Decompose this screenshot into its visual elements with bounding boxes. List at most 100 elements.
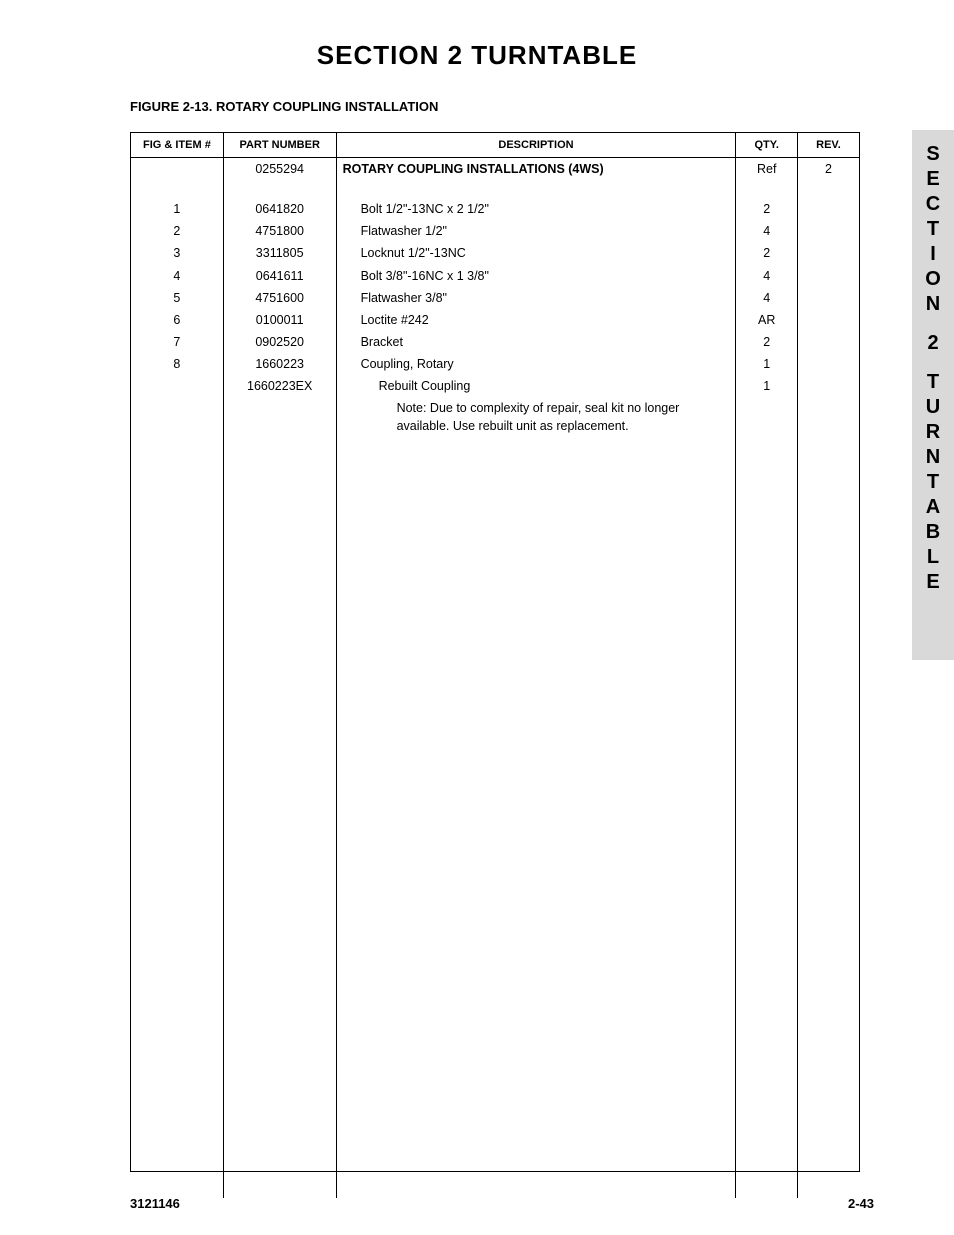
side-tab-letter: 2 xyxy=(927,331,938,356)
table-cell: 4 xyxy=(736,287,798,309)
table-cell: Flatwasher 1/2" xyxy=(336,220,736,242)
side-tab-letter: L xyxy=(927,545,939,570)
table-cell: 4 xyxy=(131,265,223,287)
page: SECTION 2 TURNTABLE FIGURE 2-13. ROTARY … xyxy=(0,0,954,1235)
table-cell xyxy=(797,287,859,309)
table-cell: 5 xyxy=(131,287,223,309)
table-cell: 1660223 xyxy=(223,353,336,375)
table-cell xyxy=(797,397,859,437)
table-cell: 0641611 xyxy=(223,265,336,287)
table-cell: 4 xyxy=(736,265,798,287)
table-row: 1660223EXRebuilt Coupling1 xyxy=(131,375,859,397)
header-part: PART NUMBER xyxy=(223,133,336,158)
side-tab-letter: T xyxy=(927,370,939,395)
table-cell: Flatwasher 3/8" xyxy=(336,287,736,309)
table-cell: Ref xyxy=(736,158,798,181)
header-qty: QTY. xyxy=(736,133,798,158)
table-cell: 0641820 xyxy=(223,198,336,220)
side-tab-letter: I xyxy=(930,242,936,267)
table-filler-row xyxy=(131,438,859,1198)
page-footer: 3121146 2-43 xyxy=(130,1196,874,1211)
table-cell xyxy=(797,309,859,331)
table-cell xyxy=(797,375,859,397)
table-cell xyxy=(797,220,859,242)
table-cell xyxy=(131,397,223,437)
table-cell: 3 xyxy=(131,242,223,264)
table-cell: Rebuilt Coupling xyxy=(336,375,736,397)
table-cell xyxy=(797,198,859,220)
table-cell: 4751800 xyxy=(223,220,336,242)
side-tab-letter: E xyxy=(926,167,939,192)
table-cell: Bracket xyxy=(336,331,736,353)
table-row: 81660223Coupling, Rotary1 xyxy=(131,353,859,375)
table-cell: Bolt 1/2"-13NC x 2 1/2" xyxy=(336,198,736,220)
table-cell: 2 xyxy=(797,158,859,181)
side-tab-letter: B xyxy=(926,520,940,545)
parts-table: FIG & ITEM # PART NUMBER DESCRIPTION QTY… xyxy=(131,133,859,1198)
table-cell xyxy=(797,242,859,264)
table-cell: 4751600 xyxy=(223,287,336,309)
table-cell: 1660223EX xyxy=(223,375,336,397)
table-row: 54751600Flatwasher 3/8"4 xyxy=(131,287,859,309)
table-cell: 2 xyxy=(736,198,798,220)
table-cell: 1 xyxy=(736,353,798,375)
table-row: 33311805Locknut 1/2"-13NC2 xyxy=(131,242,859,264)
side-tab-letter: U xyxy=(926,395,940,420)
parts-table-container: FIG & ITEM # PART NUMBER DESCRIPTION QTY… xyxy=(130,132,860,1172)
table-body: 0255294ROTARY COUPLING INSTALLATIONS (4W… xyxy=(131,158,859,1198)
table-cell: Loctite #242 xyxy=(336,309,736,331)
table-cell: 2 xyxy=(736,242,798,264)
side-tab-letter: O xyxy=(925,267,941,292)
table-cell xyxy=(223,397,336,437)
table-cell: Coupling, Rotary xyxy=(336,353,736,375)
side-tab-letter: T xyxy=(927,217,939,242)
table-row: 0255294ROTARY COUPLING INSTALLATIONS (4W… xyxy=(131,158,859,181)
side-tab-letter: T xyxy=(927,470,939,495)
table-cell: AR xyxy=(736,309,798,331)
footer-right: 2-43 xyxy=(848,1196,874,1211)
table-cell: 3311805 xyxy=(223,242,336,264)
table-cell xyxy=(736,397,798,437)
footer-left: 3121146 xyxy=(130,1196,180,1211)
figure-caption: FIGURE 2-13. ROTARY COUPLING INSTALLATIO… xyxy=(130,99,894,114)
table-cell: Locknut 1/2"-13NC xyxy=(336,242,736,264)
table-cell: 0902520 xyxy=(223,331,336,353)
section-title: SECTION 2 TURNTABLE xyxy=(60,40,894,71)
table-cell: 8 xyxy=(131,353,223,375)
table-cell: 2 xyxy=(736,331,798,353)
side-tab-letter: C xyxy=(926,192,940,217)
table-row xyxy=(131,180,859,198)
table-row: 24751800Flatwasher 1/2"4 xyxy=(131,220,859,242)
table-row: 10641820Bolt 1/2"-13NC x 2 1/2"2 xyxy=(131,198,859,220)
table-cell: 0100011 xyxy=(223,309,336,331)
table-row: Note: Due to complexity of repair, seal … xyxy=(131,397,859,437)
table-cell: Bolt 3/8"-16NC x 1 3/8" xyxy=(336,265,736,287)
table-cell: Note: Due to complexity of repair, seal … xyxy=(336,397,736,437)
table-cell: 1 xyxy=(131,198,223,220)
table-header-row: FIG & ITEM # PART NUMBER DESCRIPTION QTY… xyxy=(131,133,859,158)
table-cell: 2 xyxy=(131,220,223,242)
table-cell: 4 xyxy=(736,220,798,242)
table-cell: 7 xyxy=(131,331,223,353)
table-row: 40641611Bolt 3/8"-16NC x 1 3/8"4 xyxy=(131,265,859,287)
table-cell: 6 xyxy=(131,309,223,331)
table-cell: 0255294 xyxy=(223,158,336,181)
side-tab-letter: S xyxy=(926,142,939,167)
side-tab-letter: E xyxy=(926,570,939,595)
table-cell xyxy=(797,353,859,375)
table-cell: 1 xyxy=(736,375,798,397)
header-rev: REV. xyxy=(797,133,859,158)
table-cell xyxy=(797,331,859,353)
table-row: 60100011Loctite #242AR xyxy=(131,309,859,331)
table-cell: ROTARY COUPLING INSTALLATIONS (4WS) xyxy=(336,158,736,181)
table-cell xyxy=(131,375,223,397)
side-tab-letter: A xyxy=(926,495,940,520)
side-tab-letter: R xyxy=(926,420,940,445)
table-cell xyxy=(131,158,223,181)
side-tab-letter: N xyxy=(926,445,940,470)
table-cell xyxy=(797,265,859,287)
header-fig: FIG & ITEM # xyxy=(131,133,223,158)
side-tab-letter: N xyxy=(926,292,940,317)
header-desc: DESCRIPTION xyxy=(336,133,736,158)
table-row: 70902520Bracket2 xyxy=(131,331,859,353)
